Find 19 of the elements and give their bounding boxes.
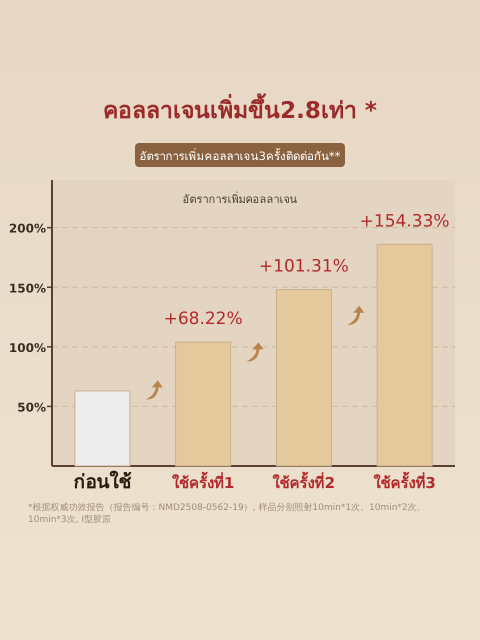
text: *根据权威功效报告（报告编号：NMD2508-0562-19）, 样品分别照射10min*1次、10min*2次、10min*3次, I型胶原 bbox=[28, 502, 427, 526]
x-tick-label: ใช้ครั้งที่2 bbox=[272, 471, 336, 492]
x-tick-label: ก่อนใช้ bbox=[73, 470, 132, 493]
annotation: อัตราการเพิ่มคอลลาเจน bbox=[182, 191, 298, 206]
y-tick-label: 200% bbox=[8, 222, 46, 236]
y-tick-label: 100% bbox=[8, 340, 46, 355]
x-tick-label: ใช้ครั้งที่3 bbox=[373, 471, 436, 492]
bar bbox=[74, 390, 130, 466]
annotation: +101.31% bbox=[258, 256, 349, 277]
bar bbox=[376, 244, 433, 466]
annotation: +68.22% bbox=[164, 309, 243, 330]
bar bbox=[175, 342, 232, 466]
y-tick-label: 50% bbox=[17, 400, 46, 414]
chart-title: คอลลาเจนเพิ่มขึ้น2.8เท่า * bbox=[103, 93, 377, 124]
chart-subtitle: อัตราการเพิ่มคอลลาเจน3ครั้งติดต่อกัน** bbox=[140, 148, 341, 163]
x-tick-label: ใช้ครั้งที่1 bbox=[172, 471, 234, 492]
y-tick-label: 150% bbox=[8, 281, 46, 296]
annotation: +154.33% bbox=[360, 211, 450, 232]
bar bbox=[276, 289, 332, 466]
